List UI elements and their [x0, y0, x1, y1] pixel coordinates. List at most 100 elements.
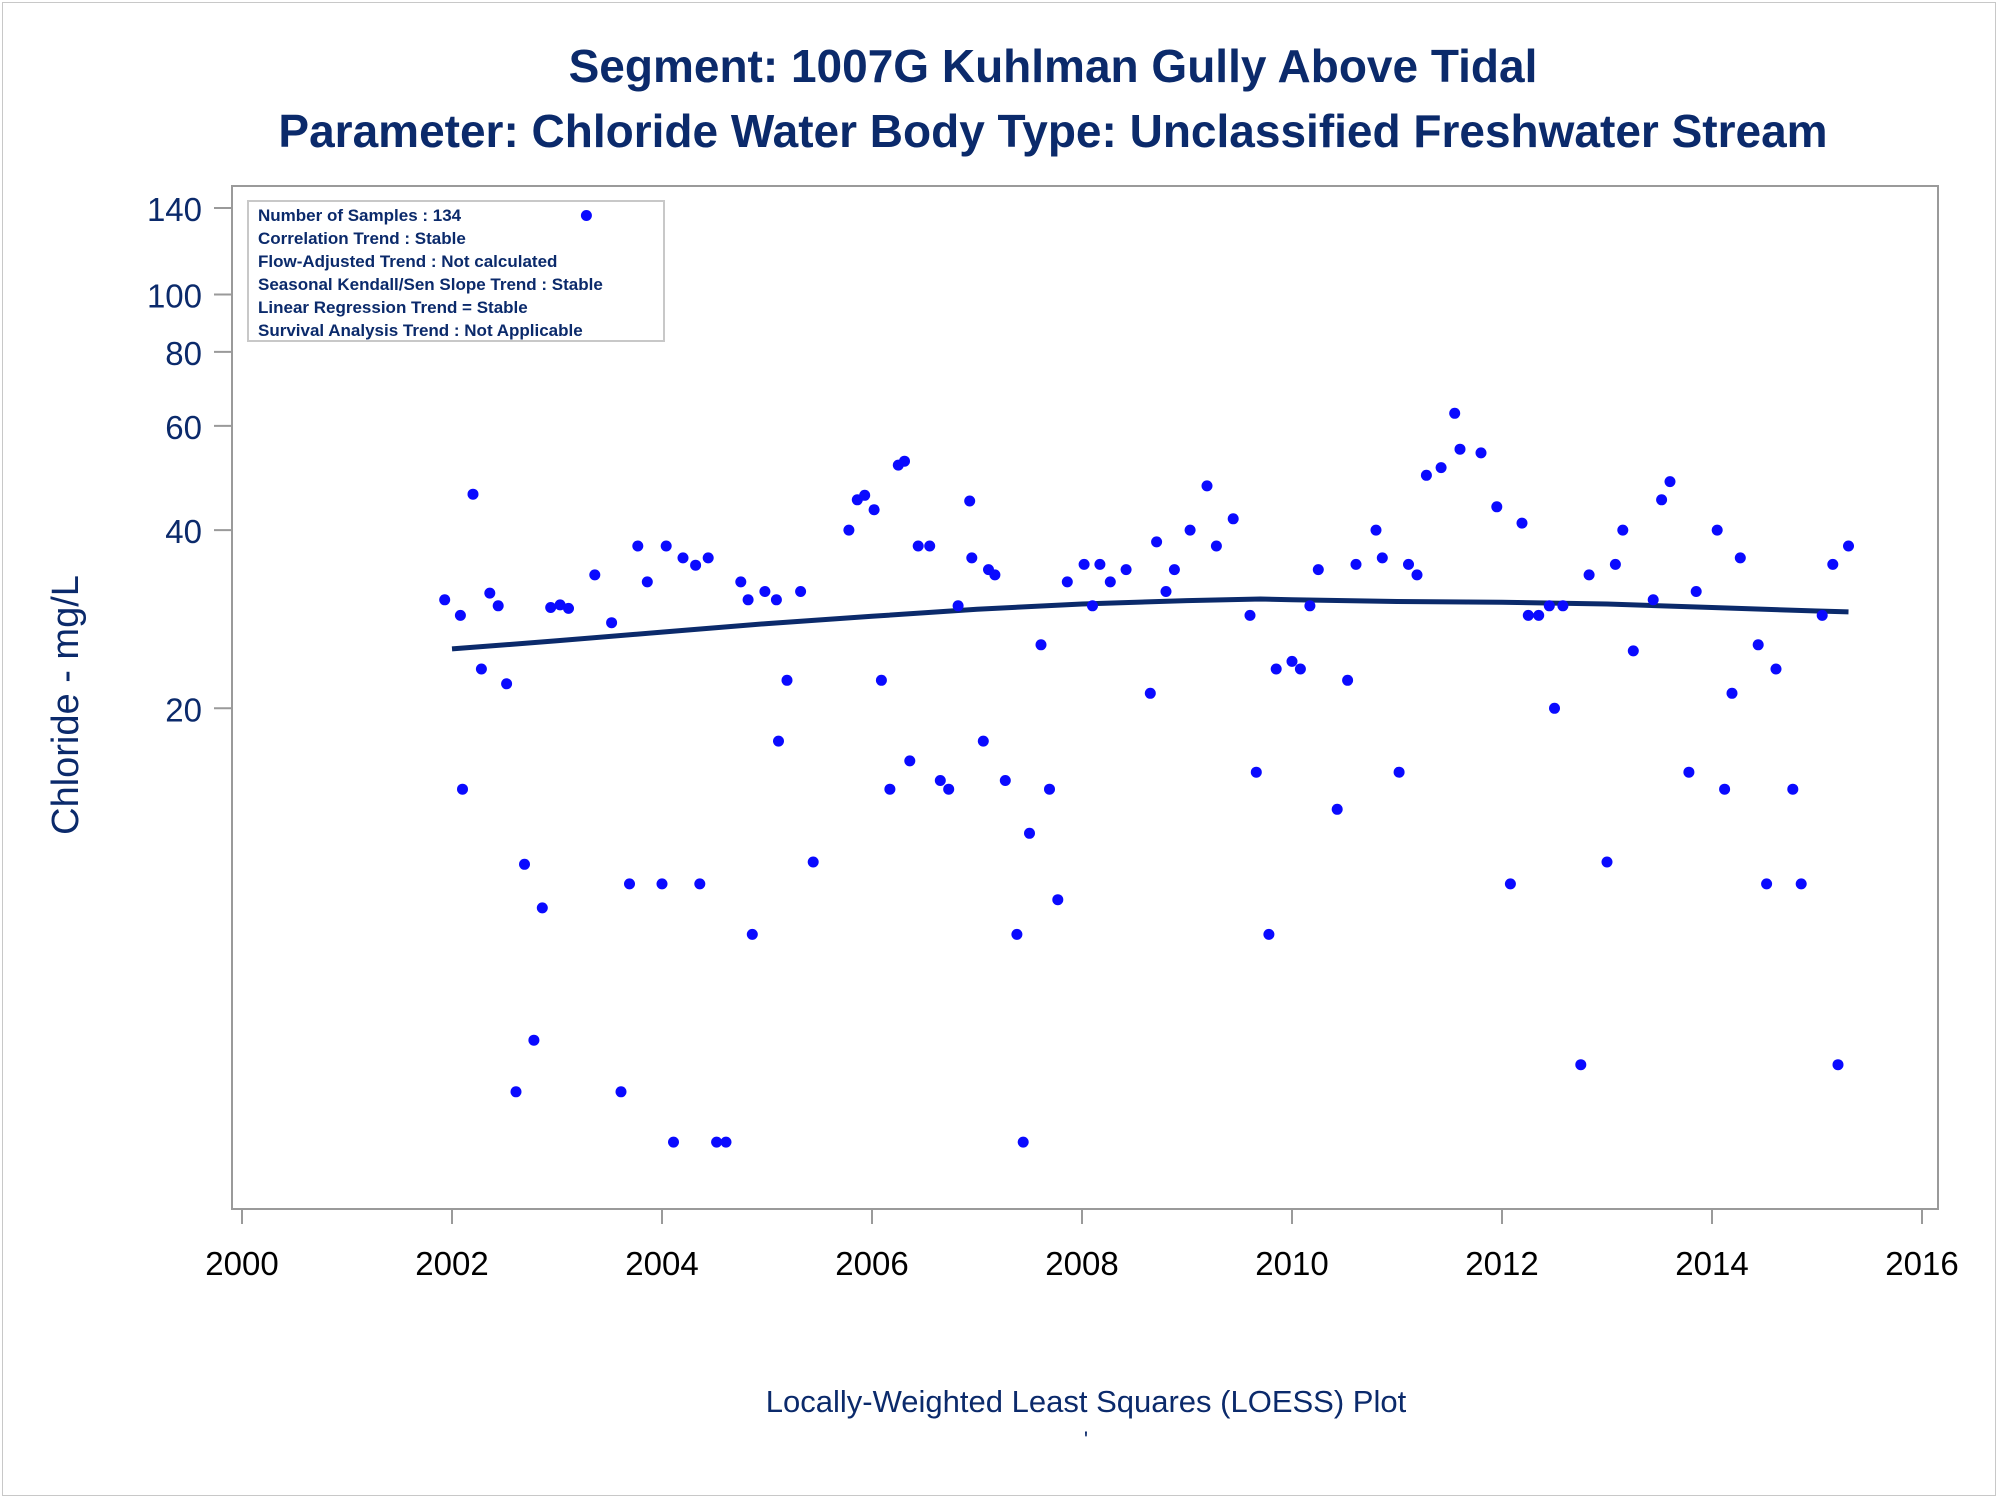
data-point: [660, 540, 672, 552]
data-point: [843, 524, 855, 536]
chart-title: Segment: 1007G Kuhlman Gully Above Tidal: [569, 40, 1538, 92]
data-point: [1656, 494, 1668, 506]
data-point: [632, 540, 644, 552]
data-point: [1435, 462, 1447, 474]
data-point: [807, 856, 819, 868]
data-point: [795, 586, 807, 597]
data-point: [781, 674, 793, 686]
data-point: [1827, 558, 1839, 570]
data-point: [964, 495, 976, 507]
y-axis-label: Chloride - mg/L: [45, 575, 87, 835]
x-tick-label: 2002: [415, 1245, 488, 1282]
data-point: [884, 783, 896, 795]
data-point: [1304, 600, 1316, 612]
data-point: [1726, 687, 1738, 699]
data-point: [1583, 569, 1595, 581]
footnote: ': [1084, 1427, 1088, 1452]
y-tick-label: 40: [165, 513, 202, 550]
x-axis: 2000 2002 2004 2006 2008 2010 2012 2014 2016: [205, 1209, 1959, 1282]
stats-line: Flow-Adjusted Trend : Not calculated: [258, 252, 557, 271]
data-point: [742, 594, 754, 606]
data-point: [711, 1136, 723, 1148]
data-point: [519, 858, 530, 870]
data-point: [904, 755, 916, 767]
data-point: [773, 735, 784, 747]
data-point: [1787, 783, 1799, 795]
loess-curve: [451, 596, 1849, 652]
data-point: [859, 489, 871, 501]
data-point: [475, 663, 487, 675]
y-tick-label: 20: [165, 691, 202, 728]
data-point: [1144, 687, 1156, 699]
data-point: [1263, 928, 1275, 940]
stats-line: Number of Samples : 134: [258, 206, 462, 225]
data-point: [1770, 663, 1782, 675]
data-point: [1210, 540, 1222, 552]
data-point: [554, 599, 566, 611]
data-point: [912, 540, 924, 552]
data-point: [1557, 600, 1569, 612]
data-point: [1647, 594, 1659, 606]
data-point: [943, 783, 955, 795]
data-point: [966, 552, 978, 564]
stats-box: [247, 200, 665, 342]
data-point: [759, 586, 771, 597]
data-point: [1011, 928, 1023, 940]
data-point: [999, 775, 1011, 786]
data-point: [1795, 878, 1807, 890]
data-point: [1449, 407, 1461, 419]
data-point: [1044, 783, 1055, 795]
data-point: [606, 617, 618, 629]
y-tick-label: 100: [147, 278, 202, 315]
data-point: [1312, 564, 1324, 576]
data-point: [510, 1086, 522, 1098]
data-point: [1690, 586, 1702, 597]
data-point: [454, 609, 466, 621]
stats-line: Linear Regression Trend = Stable: [258, 298, 528, 317]
data-point: [457, 783, 468, 795]
stats-line: Seasonal Kendall/Sen Slope Trend : Stabl…: [258, 275, 603, 294]
data-point: [1843, 540, 1854, 552]
data-point: [1504, 878, 1516, 890]
data-point: [1017, 1136, 1029, 1148]
data-point: [1104, 576, 1116, 588]
data-point: [1151, 536, 1163, 548]
data-point: [624, 878, 635, 890]
data-point: [1475, 447, 1487, 459]
data-point: [1664, 476, 1676, 488]
data-point: [1024, 827, 1035, 839]
y-tick-label: 140: [147, 191, 202, 228]
data-point: [899, 455, 910, 467]
data-point: [1543, 600, 1555, 612]
data-point: [501, 678, 513, 690]
data-point: [1627, 645, 1639, 657]
data-point: [580, 210, 592, 221]
data-point: [1752, 639, 1764, 651]
data-point: [668, 1136, 679, 1148]
data-point: [1816, 609, 1828, 621]
data-point: [770, 594, 782, 606]
data-point: [1549, 702, 1560, 714]
data-point: [536, 902, 548, 914]
data-point: [1035, 639, 1047, 651]
data-point: [1376, 552, 1388, 564]
data-point: [492, 600, 504, 612]
data-point: [1160, 586, 1172, 597]
data-points: [439, 210, 1854, 1148]
data-point: [924, 540, 936, 552]
data-point: [528, 1034, 540, 1046]
x-tick-label: 2000: [205, 1245, 278, 1282]
data-point: [1411, 569, 1423, 581]
data-point: [1120, 564, 1132, 576]
data-point: [1761, 878, 1773, 890]
data-point: [875, 674, 887, 686]
data-point: [677, 552, 689, 564]
x-tick-label: 2006: [835, 1245, 908, 1282]
data-point: [656, 878, 668, 890]
x-tick-label: 2016: [1885, 1245, 1958, 1282]
x-tick-label: 2004: [625, 1245, 698, 1282]
data-point: [1270, 663, 1282, 675]
data-point: [615, 1086, 627, 1098]
x-tick-label: 2014: [1675, 1245, 1748, 1282]
plot-area: [231, 185, 1939, 1210]
